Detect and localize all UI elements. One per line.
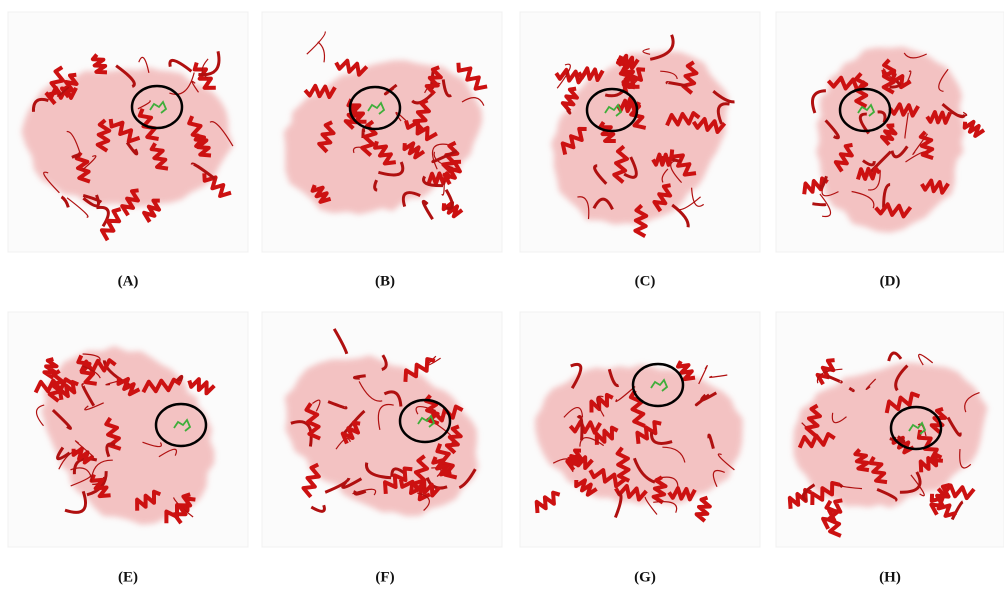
panel-label: (E): [118, 569, 138, 585]
panel-label: (D): [880, 273, 901, 289]
structure-panel: [262, 312, 502, 547]
structure-panel: [8, 312, 248, 547]
structure-panel: [776, 312, 1004, 547]
structure-panel: [776, 12, 1004, 252]
structure-panel: [520, 12, 760, 252]
panel-label: (A): [118, 273, 139, 289]
panel-label: (C): [635, 273, 656, 289]
panel-label: (F): [375, 569, 394, 585]
structure-panel: [520, 312, 760, 547]
structure-panel: [8, 12, 248, 252]
loop: [812, 204, 826, 205]
figure: (A) (B) (C) (D) (E) (F) (G) (H): [0, 0, 1004, 589]
panel-label: (G): [634, 569, 656, 585]
loop: [567, 110, 570, 113]
loop: [849, 388, 853, 390]
structure-panel: [262, 12, 502, 252]
panel-label: (B): [375, 273, 395, 289]
panel-label: (H): [879, 569, 901, 585]
